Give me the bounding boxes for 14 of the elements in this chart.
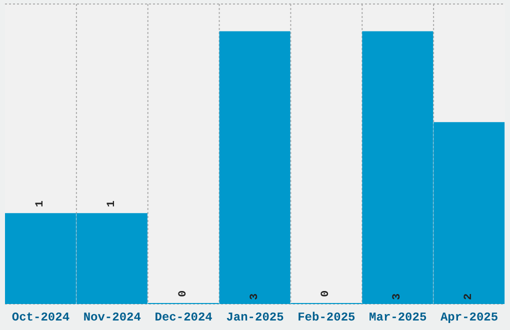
- data-label: 1: [34, 200, 46, 208]
- data-label: 1: [106, 200, 118, 208]
- x-tick-label: Nov-2024: [83, 310, 141, 325]
- data-label: 0: [177, 290, 190, 297]
- data-label: 3: [248, 293, 261, 300]
- x-tick-label: Apr-2025: [440, 310, 498, 325]
- data-label: 3: [392, 293, 404, 300]
- data-label: 0: [320, 290, 332, 297]
- x-tick-label: Jan-2025: [226, 310, 284, 325]
- data-label: 2: [463, 293, 476, 300]
- x-tick-label: Feb-2025: [298, 310, 356, 325]
- x-tick-label: Dec-2024: [154, 310, 212, 325]
- x-tick-label: Oct-2024: [12, 310, 70, 325]
- x-tick-label: Mar-2025: [369, 310, 427, 325]
